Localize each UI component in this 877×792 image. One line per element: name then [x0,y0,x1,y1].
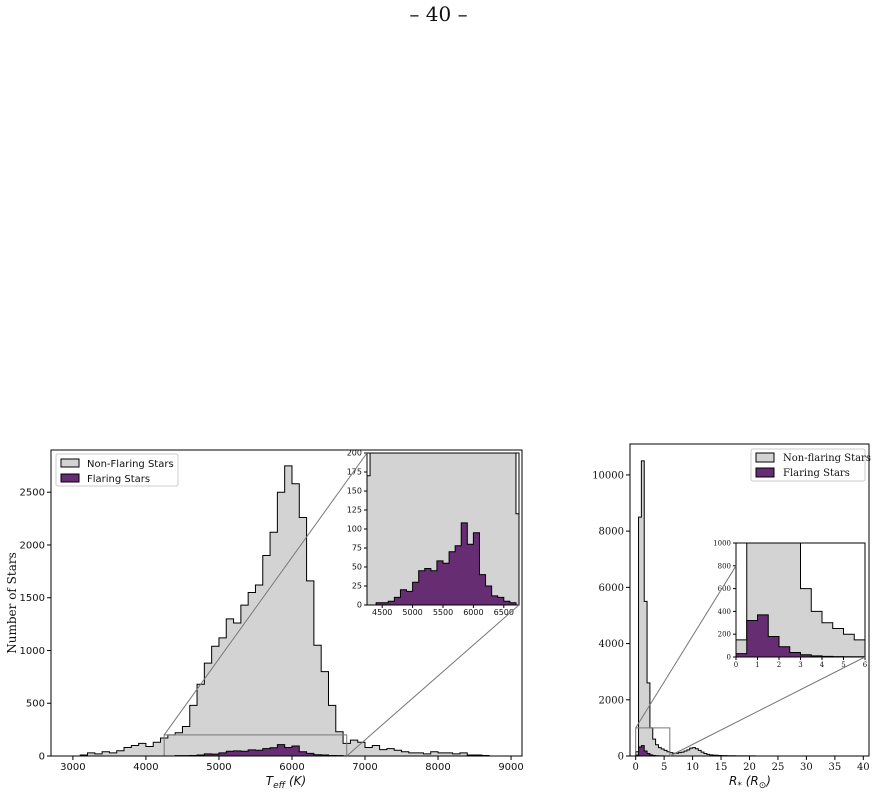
radius-inset-xtick-label: 6 [863,661,868,669]
radius-inset-ytick-label: 1000 [713,539,731,547]
teff-ytick-label: 2000 [20,540,45,551]
teff-inset-xtick-label: 6000 [463,608,483,617]
teff-inset-ytick-label: 50 [352,562,362,571]
radius-inset-ytick-label: 800 [718,562,731,570]
teff-frame [50,449,523,757]
radius-xtick-label: 25 [772,762,785,773]
radius-xtick-label: 30 [800,762,813,773]
radius-xtick-label: 10 [686,762,699,773]
teff-zoom-connector [346,604,520,757]
radius-inset-ytick-label: 600 [718,585,731,593]
legend-swatch-flaring [755,467,775,478]
teff-inset-xtick-label: 5500 [433,608,453,617]
radius-xtick-label: 0 [633,762,639,773]
radius-inset-xtick-label: 1 [755,661,759,669]
radius-inset-ytick-label: 0 [727,653,731,661]
radius-inset-xtick-label: 3 [798,661,802,669]
teff-xtick-label: 6000 [279,762,304,773]
radius-zoom-box [635,727,671,756]
legend-frame [750,448,866,482]
radius-inset-xtick-label: 4 [820,661,825,669]
radius-xtick-label: 20 [743,762,756,773]
radius-zoom-connector [635,565,737,729]
legend-label-flaring: Flaring Stars [87,474,150,485]
radius-inset-ytick-label: 400 [718,608,731,616]
teff-non-flaring-bars [72,465,512,756]
teff-zoom-connector [163,452,368,736]
legend-swatch-non-flaring [60,458,80,468]
teff-histogram: 3000 4000 5000 6000 7000 8000 9000050010001500… [5,448,524,791]
radius-xlabel: R* (R⊙) [729,774,771,791]
radius-xtick-label: 40 [857,762,870,773]
legend-label-flaring: Flaring Stars [783,468,850,479]
teff-xtick-label: 5000 [206,762,231,773]
teff-inset-ytick-label: 150 [347,486,362,495]
legend-label-non-flaring: Non-flaring Stars [783,453,871,464]
legend-swatch-non-flaring [755,452,775,463]
teff-ytick-label: 1000 [20,646,45,657]
radius-xtick-label: 5 [661,762,667,773]
radius-legend: Non-flaring Stars Flaring Stars [750,448,871,482]
radius-inset-xtick-label: 5 [841,661,845,669]
teff-ytick-label: 0 [39,752,45,763]
teff-flaring-bars [72,744,512,756]
teff-inset-xtick-label: 5000 [402,608,422,617]
legend-swatch-flaring [60,473,80,483]
legend-label-non-flaring: Non-Flaring Stars [87,459,174,470]
teff-inset-ytick-label: 100 [347,524,362,533]
teff-inset-plot-area [367,453,519,605]
legend-frame [55,453,179,487]
radius-ytick-label: 2000 [599,695,624,706]
teff-xtick-label: 3000 [60,762,85,773]
teff-inset-ytick-label: 75 [352,543,362,552]
teff-inset-ytick-label: 25 [352,581,362,590]
radius-zoom-connector [669,656,866,757]
radius-inset-xtick-label: 0 [734,661,738,669]
radius-ytick-label: 8000 [599,527,624,538]
radius-xtick-label: 15 [715,762,728,773]
radius-ytick-label: 6000 [599,583,624,594]
teff-inset-xtick-label: 6500 [494,608,514,617]
teff-inset-ytick-label: 200 [347,448,362,457]
teff-legend: Non-Flaring Stars Flaring Stars [55,453,179,487]
radius-inset-ytick-label: 200 [718,631,731,639]
radius-ytick-label: 4000 [599,639,624,650]
teff-inset-flaring-bars [367,522,519,605]
teff-ytick-label: 500 [26,699,45,710]
radius-xtick-label: 35 [828,762,841,773]
teff-inset-non-flaring-bars [367,453,519,605]
teff-inset-xtick-label: 4500 [372,608,392,617]
teff-ytick-label: 1500 [20,593,45,604]
teff-inset-ytick-label: 0 [357,600,362,609]
teff-inset-ytick-label: 125 [347,505,362,514]
teff-xtick-label: 7000 [352,762,377,773]
radius-ytick-label: 0 [618,752,624,763]
teff-ytick-label: 2500 [20,488,45,499]
radius-inset-plot-area [736,543,865,657]
teff-inset-ytick-label: 175 [347,467,362,476]
page-number: – 40 – [409,2,468,26]
teff-xtick-label: 4000 [133,762,158,773]
teff-xtick-label: 9000 [498,762,523,773]
teff-xtick-label: 8000 [425,762,450,773]
teff-xlabel: Teff (K) [266,774,306,791]
teff-ylabel: Number of Stars [5,552,19,654]
radius-inset-xtick-label: 2 [777,661,781,669]
radius-ytick-label: 10000 [592,470,624,481]
